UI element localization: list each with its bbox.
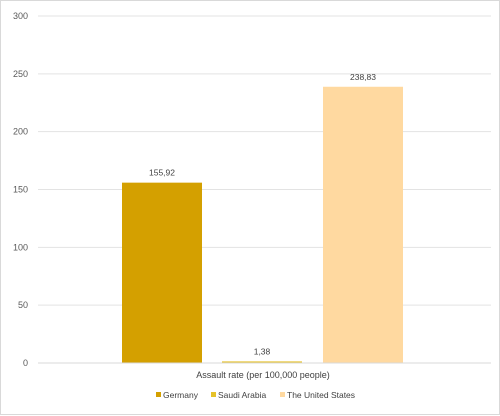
y-tick-label: 100	[13, 242, 28, 252]
legend-swatch	[156, 392, 161, 397]
legend-swatch	[280, 392, 285, 397]
y-tick-label: 150	[13, 185, 28, 195]
bar-germany	[122, 182, 202, 363]
legend: Germany Saudi Arabia The United States	[156, 390, 355, 400]
y-tick-label: 200	[13, 127, 28, 137]
legend-label: Saudi Arabia	[218, 390, 266, 400]
bars	[122, 86, 403, 364]
y-tick-label: 50	[18, 300, 28, 310]
y-tick-label: 300	[13, 11, 28, 21]
bar-saudi-arabia	[222, 361, 302, 363]
data-label: 238,83	[350, 72, 376, 82]
data-label: 155,92	[149, 168, 175, 178]
y-tick-label: 0	[23, 358, 28, 368]
legend-swatch	[211, 392, 216, 397]
bar-the-united-states	[323, 86, 403, 364]
data-labels: 155,92 1,38 238,83	[149, 72, 376, 357]
legend-label: The United States	[287, 390, 355, 400]
y-tick-label: 250	[13, 69, 28, 79]
x-axis-label: Assault rate (per 100,000 people)	[196, 370, 330, 380]
legend-label: Germany	[163, 390, 199, 400]
gridlines	[38, 15, 491, 306]
y-axis-ticks: 0 50 100 150 200 250 300	[13, 11, 28, 368]
data-label: 1,38	[254, 346, 271, 356]
